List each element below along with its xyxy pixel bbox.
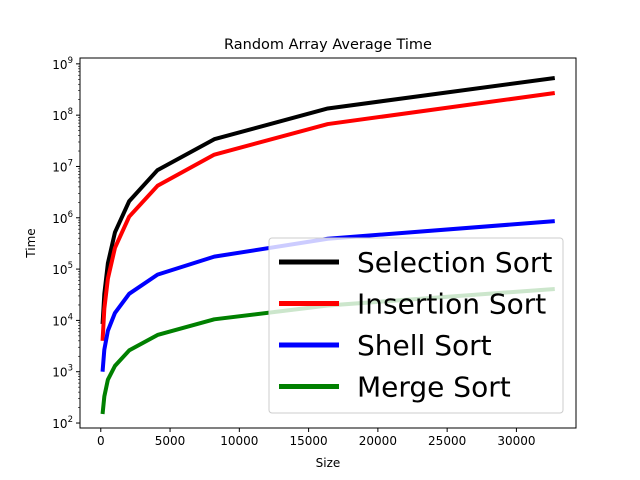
legend-label-3: Merge Sort <box>357 371 511 404</box>
plot-frame <box>79 57 577 429</box>
y-tick-label-3: 105 <box>52 261 73 277</box>
x-tick-label-3: 15000 <box>290 434 328 448</box>
x-tick-label-5: 25000 <box>428 434 466 448</box>
y-tick-label-7: 109 <box>52 56 73 72</box>
x-tick-label-6: 30000 <box>497 434 535 448</box>
legend: Selection Sort Insertion Sort Shell Sort Me… <box>268 237 564 414</box>
axes-layer: 0 5000 10000 15000 20000 25000 30000 102 103 104 1… <box>52 56 535 448</box>
legend-box <box>268 237 564 414</box>
y-axis-title: Time <box>24 228 38 258</box>
x-tick-label-0: 0 <box>97 434 105 448</box>
series-line-1 <box>100 91 556 341</box>
y-tick-label-0: 102 <box>52 415 73 431</box>
y-tick-label-2: 104 <box>52 312 73 328</box>
legend-label-2: Shell Sort <box>357 329 492 362</box>
x-axis-title: Size <box>316 456 341 470</box>
x-tick-label-1: 5000 <box>155 434 186 448</box>
x-tick-label-4: 20000 <box>359 434 397 448</box>
x-tick-label-2: 10000 <box>220 434 258 448</box>
y-tick-label-4: 106 <box>52 210 73 226</box>
y-tick-label-5: 107 <box>52 158 73 174</box>
legend-label-1: Insertion Sort <box>357 288 546 321</box>
y-tick-label-1: 103 <box>52 364 73 380</box>
legend-label-0: Selection Sort <box>357 246 552 279</box>
y-tick-label-6: 108 <box>52 107 73 123</box>
chart-title: Random Array Average Time <box>224 37 432 53</box>
